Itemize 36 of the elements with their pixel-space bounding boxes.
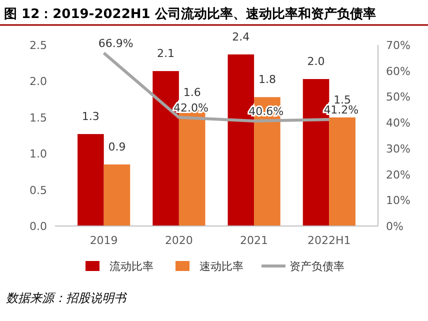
data-label: 0.9 — [108, 140, 126, 154]
chart-title: 图 12：2019-2022H1 公司流动比率、速动比率和资产负债率 — [4, 6, 376, 22]
x-tick-label: 2020 — [164, 234, 193, 247]
y2-tick-label: 70% — [386, 39, 410, 52]
data-label: 1.5 — [334, 93, 352, 106]
y2-tick-label: 40% — [386, 116, 410, 130]
y-tick-label: 0.0 — [30, 220, 47, 233]
y2-tick-label: 20% — [386, 168, 410, 182]
y2-tick-label: 0% — [386, 220, 404, 233]
legend-label: 流动比率 — [110, 260, 154, 273]
data-label: 2.4 — [232, 30, 250, 44]
y2-tick-label: 50% — [386, 90, 410, 104]
bar — [104, 164, 130, 226]
y-tick-label: 0.5 — [30, 184, 47, 197]
data-label: 2.0 — [307, 55, 325, 68]
data-label: 2.1 — [157, 47, 175, 60]
x-tick-label: 2019 — [90, 234, 118, 247]
data-label: 66.9% — [98, 37, 134, 50]
y-tick-label: 2.5 — [30, 39, 47, 52]
data-label: 1.8 — [258, 73, 276, 86]
y-tick-label: 1.0 — [30, 148, 47, 161]
x-tick-label: 2022H1 — [308, 234, 351, 247]
data-label: 1.3 — [82, 110, 100, 124]
y-tick-label: 1.5 — [30, 111, 47, 124]
y2-tick-label: 30% — [386, 142, 410, 156]
data-label: 1.6 — [183, 86, 201, 100]
legend-label: 速动比率 — [200, 260, 244, 273]
y2-tick-label: 10% — [386, 194, 410, 208]
bar — [178, 110, 206, 226]
legend-label: 资产负债率 — [290, 260, 344, 273]
bar — [78, 134, 104, 226]
y-tick-label: 2.0 — [30, 75, 47, 88]
y2-tick-label: 60% — [386, 64, 410, 78]
x-tick-label: 2021 — [240, 234, 268, 247]
bar — [329, 117, 356, 226]
source-note: 数据来源：招股说明书 — [6, 291, 128, 305]
